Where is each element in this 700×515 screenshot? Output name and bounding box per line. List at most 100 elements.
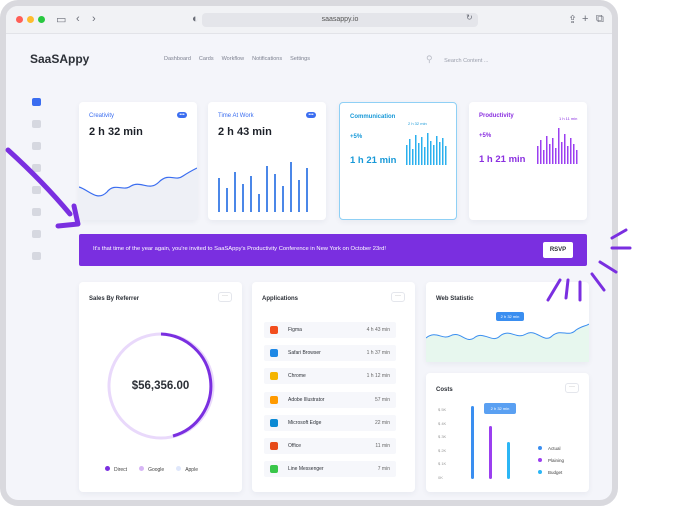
more-icon[interactable]: ••• [177,112,187,118]
sidebar [32,98,44,274]
app-icon [270,372,278,381]
costs-legend: Actual Plaining Budget [538,443,564,479]
app-icon [270,349,278,358]
sales-legend: Direct Google Apple [105,466,198,473]
sparkle-strokes [546,228,632,302]
banner-message: It's that time of the year again, you're… [93,246,387,252]
app-row[interactable]: Safari Browser 1 h 37 min [264,345,396,362]
sidebar-messages-icon[interactable] [32,186,41,194]
app-time: 1 h 12 min [366,373,390,380]
arrow-head [55,203,81,229]
app-name: Microsoft Edge [288,419,322,426]
minimize-window-button[interactable] [27,16,34,23]
legend-item: Plaining [538,455,564,467]
web-statistic-line-chart [426,323,589,362]
app-icon [270,465,278,474]
card-title: Applications [262,296,299,302]
sidebar-cards-icon[interactable] [32,142,41,150]
sidebar-chat-icon[interactable] [32,164,41,172]
more-options-button[interactable]: ··· [218,292,232,302]
chart-tooltip: 1 h 11 min [559,116,578,121]
sales-by-referrer-card: Sales By Referrer ··· $56,356.00 Direct … [79,282,242,492]
nav-dashboard[interactable]: Dashboard [164,56,191,62]
legend-item: Apple [176,466,198,473]
costs-card: Costs ··· $ 5K $ 4K $ 3K $ 2K $ 1K 0K 2 h 32… [426,373,589,492]
app-row[interactable]: Office 11 min [264,438,396,454]
app-content: SaaSAppy Dashboard Cards Workflow Notifi… [6,34,612,500]
productivity-card[interactable]: Productivity +5% 1 h 21 min 1 h 11 min [469,102,587,220]
reload-icon[interactable]: ↻ [466,13,473,22]
time-at-work-card[interactable]: Time At Work ••• 2 h 43 min [208,102,326,220]
communication-card[interactable]: Communication +5% 1 h 21 min 2 h 32 min [339,102,457,220]
nav-notifications[interactable]: Notifications [252,56,283,62]
app-row[interactable]: Microsoft Edge 22 min [264,414,396,431]
app-name: Office [288,443,301,449]
app-row[interactable]: Chrome 1 h 12 min [264,368,396,385]
nav-cards[interactable]: Cards [198,56,214,62]
main-nav: Dashboard Cards Workflow Notifications S… [164,56,310,62]
forward-icon[interactable]: › [92,13,96,25]
nav-workflow[interactable]: Workflow [221,56,245,62]
sales-total: $56,356.00 [131,380,190,392]
app-time: 1 h 37 min [366,350,390,357]
sales-donut-chart [107,332,215,440]
nav-settings[interactable]: Settings [290,56,310,62]
sidebar-mail-icon[interactable] [32,230,41,238]
rsvp-button[interactable]: RSVP [543,242,573,258]
new-tab-icon[interactable]: + [582,13,589,25]
browser-toolbar: ▭ ‹ › ◐ saasappy.io ↻ ⇪ + ⧉ [6,6,612,34]
app-name: Chrome [288,373,306,380]
card-change: +5% [350,134,363,140]
more-options-button[interactable]: ··· [565,383,579,393]
search-icon: ⚲ [426,54,433,64]
budget-bar [507,442,510,479]
legend-item: Actual [538,443,564,455]
card-title: Time At Work [218,113,254,119]
app-icon [270,326,278,334]
card-value: 2 h 43 min [218,126,272,138]
search-input[interactable]: Search Content ... [444,58,489,64]
more-options-button[interactable]: ··· [391,292,405,302]
chart-tooltip: 2 h 32 min [408,121,427,126]
legend-item: Budget [538,467,564,479]
close-window-button[interactable] [16,16,23,23]
app-row[interactable]: Adobe Illustrator 57 min [264,391,396,408]
card-value: 2 h 32 min [89,126,143,138]
app-logo: SaaSAppy [30,52,90,66]
app-name: Adobe Illustrator [288,396,325,403]
sidebar-settings-icon[interactable] [32,208,41,216]
tabs-overview-icon[interactable]: ⧉ [596,13,604,25]
card-value: 1 h 21 min [350,155,397,166]
sidebar-cart-icon[interactable] [32,120,41,128]
plaining-bar [489,426,492,479]
web-statistic-card: Web Statistic 2 h 32 min [426,282,589,362]
creativity-line-chart [79,167,197,220]
legend-item: Google [139,466,164,473]
app-row[interactable]: Line Messenger 7 min [264,461,396,478]
actual-bar [471,406,474,479]
app-name: Safari Browser [288,350,321,357]
conference-banner: It's that time of the year again, you're… [79,234,587,266]
creativity-card[interactable]: Creativity ••• 2 h 32 min [79,102,197,220]
more-icon[interactable]: ••• [306,112,316,118]
sidebar-dashboard-icon[interactable] [32,98,41,106]
productivity-bar-chart [537,128,578,164]
address-bar[interactable]: saasappy.io [202,13,478,27]
search-box[interactable]: ⚲ Search Content ... [426,54,488,65]
back-icon[interactable]: ‹ [76,13,80,25]
sidebar-toggle-icon[interactable]: ▭ [56,14,67,26]
app-time: 57 min [374,396,390,403]
card-value: 1 h 21 min [479,154,526,165]
chart-tooltip: 2 h 32 min [496,312,524,321]
privacy-shield-icon[interactable]: ◐ [192,13,199,25]
share-icon[interactable]: ⇪ [568,14,578,26]
sidebar-emoji-icon[interactable] [32,252,41,260]
applications-card: Applications ··· Figma 4 h 43 min Safari B… [252,282,415,492]
maximize-window-button[interactable] [38,16,45,23]
legend-item: Direct [105,466,127,473]
card-title: Web Statistic [436,296,474,302]
card-title: Sales By Referrer [89,296,140,302]
card-title: Productivity [479,113,514,119]
app-row[interactable]: Figma 4 h 43 min [264,322,396,338]
